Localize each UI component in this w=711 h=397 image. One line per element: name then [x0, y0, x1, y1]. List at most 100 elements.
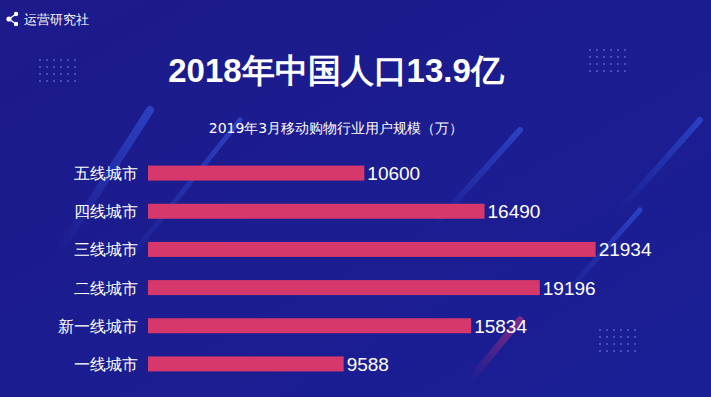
dot: [599, 350, 601, 352]
background: [0, 0, 711, 397]
dot: [613, 329, 615, 331]
streak: [60, 110, 150, 250]
bar: [148, 356, 344, 371]
dot: [74, 59, 76, 61]
dot: [603, 70, 605, 72]
data-label: 10600: [367, 163, 420, 184]
dot: [610, 56, 612, 58]
dot: [53, 59, 55, 61]
dot: [617, 70, 619, 72]
dot: [620, 329, 622, 331]
bar: [148, 166, 364, 181]
dot: [596, 70, 598, 72]
dot: [53, 66, 55, 68]
dot: [620, 343, 622, 345]
dot: [589, 49, 591, 51]
dot: [60, 66, 62, 68]
dot: [46, 59, 48, 61]
data-labels: 10600164902193419196158349588: [347, 163, 652, 375]
dot: [589, 56, 591, 58]
dot: [606, 350, 608, 352]
dot: [606, 336, 608, 338]
subtitle: 2019年3月移动购物行业用户规模（万）: [209, 120, 464, 136]
dot: [617, 49, 619, 51]
dot: [624, 49, 626, 51]
dot: [634, 343, 636, 345]
streak: [620, 120, 700, 210]
dot: [617, 63, 619, 65]
dot: [627, 336, 629, 338]
logo-dot: [14, 12, 18, 16]
dot: [617, 56, 619, 58]
dot: [627, 343, 629, 345]
dot: [606, 343, 608, 345]
bar: [148, 204, 485, 219]
dot: [613, 336, 615, 338]
data-label: 15834: [474, 316, 527, 337]
dot: [599, 329, 601, 331]
dot: [603, 49, 605, 51]
dot: [589, 70, 591, 72]
logo: 运营研究社: [6, 12, 89, 27]
bar: [148, 280, 540, 295]
dot: [610, 49, 612, 51]
dot: [74, 80, 76, 82]
dot: [39, 73, 41, 75]
title: 2018年中国人口13.9亿: [168, 52, 505, 89]
dot: [634, 336, 636, 338]
category-label: 二线城市: [74, 279, 138, 298]
logo-dot: [6, 16, 11, 21]
dot: [627, 350, 629, 352]
data-label: 21934: [599, 239, 652, 260]
dot: [606, 329, 608, 331]
dot: [67, 80, 69, 82]
category-label: 三线城市: [74, 240, 138, 259]
dot: [596, 49, 598, 51]
dot: [610, 63, 612, 65]
category-label: 四线城市: [74, 202, 138, 221]
dot: [53, 73, 55, 75]
dot: [39, 80, 41, 82]
dot: [603, 56, 605, 58]
dot: [627, 329, 629, 331]
dot: [634, 329, 636, 331]
dot: [613, 350, 615, 352]
dot: [67, 66, 69, 68]
dot: [620, 350, 622, 352]
dot: [46, 80, 48, 82]
chart-root: 运营研究社 2018年中国人口13.9亿 2019年3月移动购物行业用户规模（万） 五…: [0, 0, 711, 397]
dot: [60, 73, 62, 75]
brand-text: 运营研究社: [24, 12, 89, 27]
dot: [67, 59, 69, 61]
dot: [599, 336, 601, 338]
chart-svg: 运营研究社 2018年中国人口13.9亿 2019年3月移动购物行业用户规模（万） 五…: [0, 0, 711, 397]
decoration: [39, 49, 700, 380]
bars: [148, 166, 596, 372]
dot: [60, 59, 62, 61]
dot: [46, 66, 48, 68]
category-labels: 五线城市四线城市三线城市二线城市新一线城市一线城市: [58, 164, 138, 374]
dot: [74, 66, 76, 68]
dot: [624, 70, 626, 72]
category-label: 新一线城市: [58, 317, 138, 336]
dot: [74, 73, 76, 75]
dot: [60, 80, 62, 82]
logo-dot: [14, 22, 18, 26]
dot: [39, 66, 41, 68]
category-label: 一线城市: [74, 355, 138, 374]
dot: [599, 343, 601, 345]
category-label: 五线城市: [74, 164, 138, 183]
dot: [624, 56, 626, 58]
dot: [634, 350, 636, 352]
dot: [596, 63, 598, 65]
dot: [596, 56, 598, 58]
dot: [46, 73, 48, 75]
dot: [620, 336, 622, 338]
data-label: 19196: [543, 278, 596, 299]
dot: [39, 59, 41, 61]
dot: [67, 73, 69, 75]
dot: [589, 63, 591, 65]
data-label: 16490: [488, 201, 541, 222]
bar: [148, 318, 471, 333]
dot: [53, 80, 55, 82]
